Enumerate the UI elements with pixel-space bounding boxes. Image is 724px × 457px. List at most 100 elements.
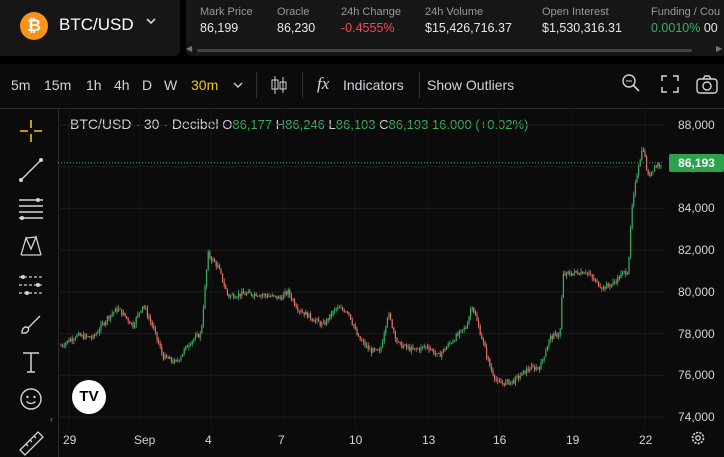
- candle-body: [559, 328, 561, 336]
- candle-body: [578, 274, 580, 275]
- candle-body: [425, 346, 427, 348]
- candle-body: [201, 325, 203, 333]
- scroll-right-icon[interactable]: ▶: [716, 44, 723, 53]
- candle-body: [255, 293, 257, 297]
- candle-body: [322, 322, 324, 324]
- candle-body: [94, 335, 96, 337]
- candle-body: [426, 346, 428, 348]
- candle-body: [530, 366, 532, 371]
- scroll-left-icon[interactable]: ◀: [186, 44, 193, 53]
- candle-body: [590, 274, 592, 275]
- fullscreen-icon[interactable]: [661, 75, 679, 93]
- candle-body: [271, 295, 273, 297]
- candle-body: [102, 323, 104, 325]
- candle-body: [382, 341, 384, 348]
- date-tick-label: Sep: [134, 433, 156, 447]
- candle-body: [148, 316, 150, 319]
- candle-body: [353, 324, 355, 327]
- candle-body: [465, 328, 467, 329]
- candle-body: [558, 335, 560, 337]
- candle-body: [321, 323, 323, 326]
- candle-body: [633, 193, 635, 206]
- collapse-toolbar-icon[interactable]: ‹: [50, 414, 53, 424]
- candle-body: [582, 271, 584, 274]
- drawing-toolbar: [0, 108, 59, 457]
- candle-body: [404, 344, 406, 346]
- tradingview-logo[interactable]: TV: [72, 380, 106, 414]
- candle-body: [316, 319, 318, 321]
- candle-body: [108, 316, 110, 319]
- timeframe-5m[interactable]: 5m: [11, 77, 31, 93]
- candle-body: [420, 346, 422, 351]
- timeframe-15m[interactable]: 15m: [44, 77, 72, 93]
- candle-body: [343, 309, 345, 312]
- candle-body: [545, 351, 547, 357]
- stat-open-interest: Open Interest $1,530,316.31: [542, 6, 622, 35]
- candle-body: [468, 316, 470, 325]
- candle-body: [642, 150, 644, 152]
- candle-body: [538, 368, 540, 370]
- forecast-icon[interactable]: [18, 272, 44, 298]
- candle-body: [132, 322, 134, 328]
- camera-icon[interactable]: [696, 74, 718, 94]
- ruler-icon[interactable]: [18, 430, 44, 457]
- search-zoom-icon[interactable]: [621, 73, 641, 93]
- date-tick-label: 13: [422, 433, 436, 447]
- candle-body: [401, 342, 403, 348]
- symbol-name[interactable]: BTC/USD: [59, 15, 134, 34]
- candle-body: [434, 353, 436, 355]
- price-tick-label: 84,000: [678, 201, 715, 216]
- text-tool-icon[interactable]: [18, 349, 44, 375]
- candle-body: [370, 348, 372, 353]
- candle-body: [236, 297, 238, 298]
- price-tick-label: 78,000: [678, 326, 715, 341]
- candle-body: [169, 357, 171, 359]
- settings-gear-icon[interactable]: [690, 430, 706, 446]
- candlestick-type-icon[interactable]: [270, 75, 288, 95]
- pattern-icon[interactable]: [18, 233, 44, 259]
- price-chart-plot[interactable]: [58, 108, 664, 428]
- candle-body: [505, 381, 507, 386]
- timeframe-d[interactable]: D: [142, 77, 153, 93]
- candle-body: [655, 166, 657, 168]
- candle-body: [518, 375, 520, 379]
- timeframe-30m-active[interactable]: 30m: [191, 77, 219, 93]
- candle-body: [620, 273, 622, 279]
- candle-body: [298, 310, 300, 312]
- timeframe-w[interactable]: W: [164, 77, 178, 93]
- candle-body: [60, 345, 62, 347]
- horizontal-scrollbar[interactable]: [197, 49, 692, 52]
- candle-body: [364, 341, 366, 346]
- legend-title: BTC/USD · 30 · Decibel: [70, 116, 219, 132]
- chevron-down-icon[interactable]: [144, 14, 158, 28]
- candle-body: [423, 346, 425, 348]
- candle-body: [574, 271, 576, 274]
- emoji-icon[interactable]: [18, 386, 44, 412]
- bitcoin-logo-icon: ₿: [20, 12, 48, 40]
- timeframe-dropdown-icon[interactable]: [232, 79, 244, 91]
- timeframe-1h[interactable]: 1h: [86, 77, 102, 93]
- candle-body: [510, 381, 512, 385]
- candle-body: [196, 334, 198, 336]
- show-outliers-button[interactable]: Show Outliers: [427, 77, 515, 93]
- brush-icon[interactable]: [18, 311, 44, 337]
- candle-body: [399, 342, 401, 344]
- candle-body: [313, 320, 315, 322]
- candle-body: [90, 337, 92, 339]
- candle-body: [412, 347, 414, 350]
- candle-body: [118, 308, 120, 312]
- candle-body: [473, 307, 475, 312]
- indicators-fx-icon[interactable]: fx: [317, 74, 330, 93]
- candle-body: [228, 294, 230, 297]
- indicators-button[interactable]: Indicators: [343, 77, 404, 93]
- fib-retracement-icon[interactable]: [18, 196, 44, 222]
- candle-body: [503, 383, 505, 386]
- crosshair-icon[interactable]: [18, 118, 44, 144]
- candle-body: [199, 332, 201, 338]
- candle-body: [190, 344, 192, 346]
- trend-line-icon[interactable]: [18, 157, 44, 183]
- date-tick-label: 4: [205, 433, 212, 447]
- candle-body: [618, 276, 620, 279]
- timeframe-4h[interactable]: 4h: [114, 77, 130, 93]
- candle-body: [210, 257, 212, 261]
